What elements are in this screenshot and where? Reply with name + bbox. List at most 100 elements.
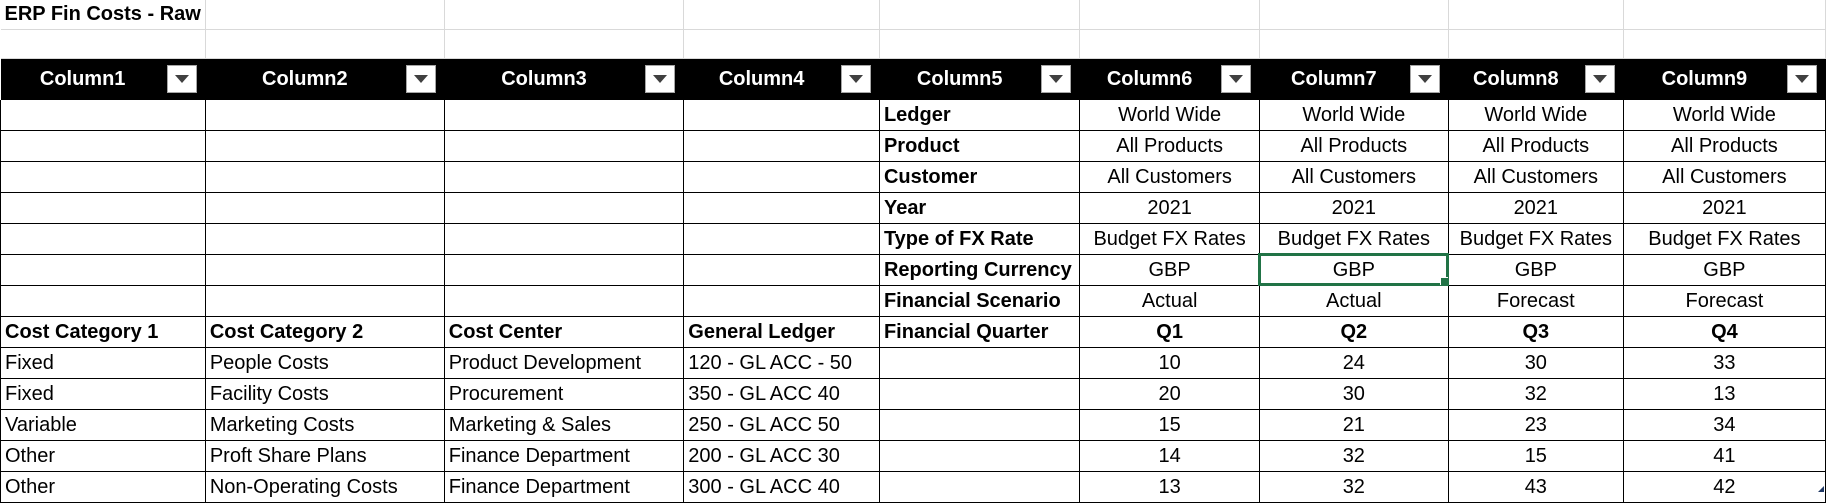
empty-cell[interactable] — [205, 29, 445, 59]
value-cell[interactable]: 20 — [1079, 378, 1260, 410]
empty-cell[interactable] — [444, 130, 685, 162]
column-header-5[interactable]: Column5 — [879, 58, 1081, 100]
empty-cell[interactable] — [879, 440, 1081, 472]
value-cell[interactable]: 2021 — [1079, 192, 1260, 224]
empty-cell[interactable] — [1448, 29, 1624, 59]
empty-cell[interactable] — [1259, 0, 1449, 30]
row-label-cell[interactable]: Customer — [879, 161, 1081, 193]
column-header-6[interactable]: Column6 — [1079, 58, 1260, 100]
value-cell[interactable]: GBP — [1079, 254, 1260, 286]
empty-cell[interactable] — [205, 254, 445, 286]
empty-cell[interactable] — [683, 254, 880, 286]
value-cell[interactable]: 10 — [1079, 347, 1260, 379]
row-label-cell[interactable]: Year — [879, 192, 1081, 224]
empty-cell[interactable] — [0, 161, 206, 193]
row-label-cell[interactable]: Ledger — [879, 99, 1081, 131]
value-cell[interactable]: 24 — [1259, 347, 1449, 379]
general-ledger-cell[interactable]: 200 - GL ACC 30 — [683, 440, 880, 472]
field-header-cell[interactable]: Cost Center — [444, 316, 685, 348]
cost-category-1-cell[interactable]: Variable — [0, 409, 206, 441]
empty-cell[interactable] — [879, 378, 1081, 410]
filter-dropdown-button[interactable] — [1041, 65, 1072, 93]
value-cell[interactable]: Budget FX Rates — [1448, 223, 1624, 255]
value-cell[interactable]: 33 — [1623, 347, 1826, 379]
empty-cell[interactable] — [0, 285, 206, 317]
cost-category-1-cell[interactable]: Other — [0, 440, 206, 472]
empty-cell[interactable] — [205, 161, 445, 193]
fill-handle[interactable] — [1439, 276, 1448, 284]
cost-center-cell[interactable]: Finance Department — [444, 440, 685, 472]
empty-cell[interactable] — [879, 409, 1081, 441]
value-cell[interactable]: 2021 — [1259, 192, 1449, 224]
column-header-9[interactable]: Column9 — [1623, 58, 1826, 100]
empty-cell[interactable] — [1448, 0, 1624, 30]
value-cell[interactable]: All Customers — [1448, 161, 1624, 193]
general-ledger-cell[interactable]: 250 - GL ACC 50 — [683, 409, 880, 441]
value-cell[interactable]: 15 — [1079, 409, 1260, 441]
value-cell[interactable]: GBP — [1623, 254, 1826, 286]
cost-center-cell[interactable]: Product Development — [444, 347, 685, 379]
general-ledger-cell[interactable]: 120 - GL ACC - 50 — [683, 347, 880, 379]
value-cell[interactable]: 30 — [1448, 347, 1624, 379]
row-label-cell[interactable]: Product — [879, 130, 1081, 162]
field-header-cell[interactable]: Cost Category 1 — [0, 316, 206, 348]
value-cell[interactable]: 30 — [1259, 378, 1449, 410]
row-label-cell[interactable]: Reporting Currency — [879, 254, 1081, 286]
selected-cell[interactable]: GBP — [1258, 253, 1450, 286]
value-cell[interactable]: Forecast — [1448, 285, 1624, 317]
value-cell[interactable]: 23 — [1448, 409, 1624, 441]
empty-cell[interactable] — [1079, 0, 1260, 30]
empty-cell[interactable] — [444, 0, 685, 30]
empty-cell[interactable] — [683, 29, 880, 59]
value-cell[interactable]: GBP — [1448, 254, 1624, 286]
value-cell[interactable]: 32 — [1259, 440, 1449, 472]
value-cell[interactable]: 32 — [1448, 378, 1624, 410]
value-cell[interactable]: Budget FX Rates — [1079, 223, 1260, 255]
value-cell[interactable]: All Products — [1079, 130, 1260, 162]
value-cell[interactable]: All Products — [1259, 130, 1449, 162]
value-cell[interactable]: World Wide — [1448, 99, 1624, 131]
empty-cell[interactable] — [1623, 0, 1826, 30]
row-label-cell[interactable]: Financial Scenario — [879, 285, 1081, 317]
value-cell[interactable]: 21 — [1259, 409, 1449, 441]
empty-cell[interactable] — [0, 130, 206, 162]
value-cell[interactable]: All Customers — [1623, 161, 1826, 193]
empty-cell[interactable] — [879, 0, 1081, 30]
value-cell[interactable]: Forecast — [1623, 285, 1826, 317]
row-label-cell[interactable]: Type of FX Rate — [879, 223, 1081, 255]
quarter-header-cell[interactable]: Q1 — [1079, 316, 1260, 348]
empty-cell[interactable] — [444, 161, 685, 193]
value-cell[interactable]: All Customers — [1259, 161, 1449, 193]
empty-cell[interactable] — [1079, 29, 1260, 59]
cost-category-2-cell[interactable]: People Costs — [205, 347, 445, 379]
cost-center-cell[interactable]: Procurement — [444, 378, 685, 410]
cost-category-2-cell[interactable]: Facility Costs — [205, 378, 445, 410]
value-cell[interactable]: All Customers — [1079, 161, 1260, 193]
empty-cell[interactable] — [205, 99, 445, 131]
cost-category-1-cell[interactable]: Fixed — [0, 378, 206, 410]
empty-cell[interactable] — [444, 285, 685, 317]
empty-cell[interactable] — [205, 285, 445, 317]
filter-dropdown-button[interactable] — [166, 65, 197, 93]
value-cell[interactable]: 41 — [1623, 440, 1826, 472]
filter-dropdown-button[interactable] — [840, 65, 871, 93]
value-cell[interactable]: 13 — [1079, 471, 1260, 503]
cost-category-1-cell[interactable]: Fixed — [0, 347, 206, 379]
empty-cell[interactable] — [205, 0, 445, 30]
value-cell[interactable]: All Products — [1623, 130, 1826, 162]
empty-cell[interactable] — [683, 130, 880, 162]
empty-cell[interactable] — [205, 130, 445, 162]
empty-cell[interactable] — [879, 471, 1081, 503]
empty-cell[interactable] — [683, 161, 880, 193]
empty-cell[interactable] — [0, 29, 206, 59]
empty-cell[interactable] — [683, 99, 880, 131]
filter-dropdown-button[interactable] — [1787, 65, 1817, 93]
value-cell[interactable]: World Wide — [1079, 99, 1260, 131]
empty-cell[interactable] — [444, 223, 685, 255]
value-cell[interactable]: 34 — [1623, 409, 1826, 441]
value-cell[interactable]: Budget FX Rates — [1259, 223, 1449, 255]
empty-cell[interactable] — [444, 254, 685, 286]
filter-dropdown-button[interactable] — [1409, 65, 1440, 93]
cost-category-2-cell[interactable]: Non-Operating Costs — [205, 471, 445, 503]
empty-cell[interactable] — [683, 223, 880, 255]
